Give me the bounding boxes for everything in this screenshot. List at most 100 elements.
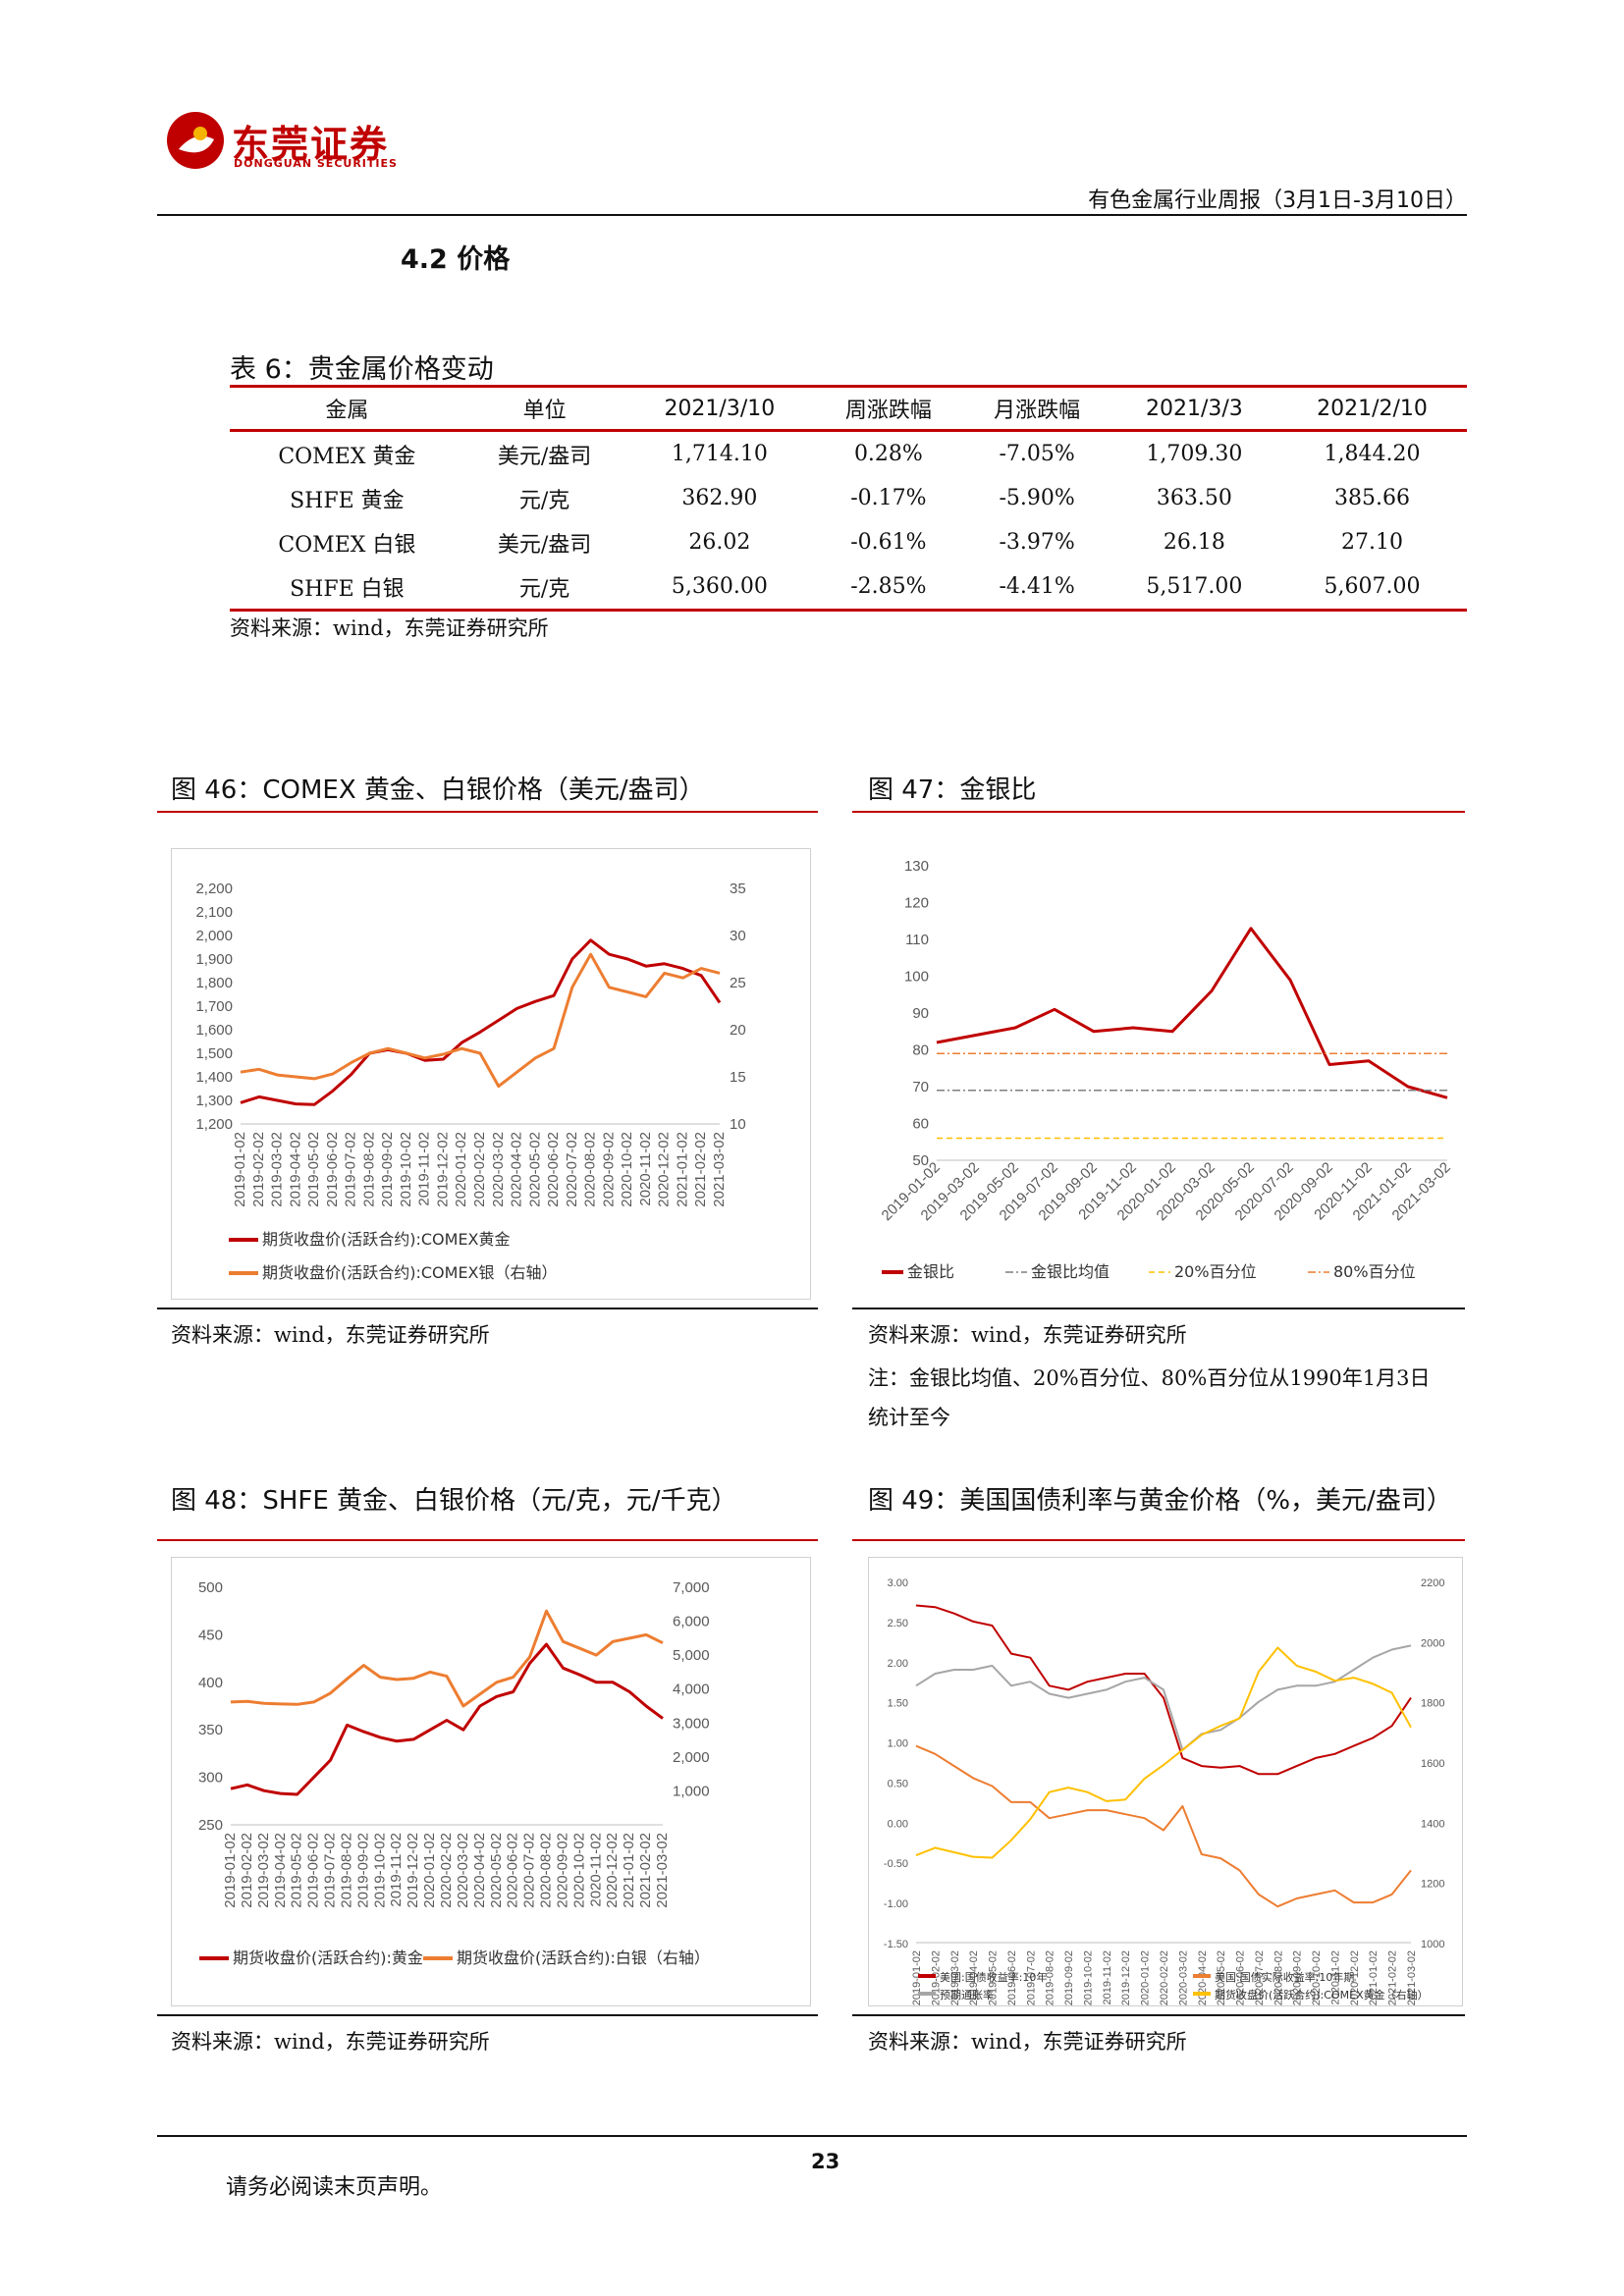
x-tick-label: 2019-08-02 <box>360 1132 377 1207</box>
x-tick-label: 2021-03-02 <box>1406 1950 1418 2005</box>
y-tick-label: -1.50 <box>884 1939 908 1950</box>
x-tick-label: 2021-01-02 <box>1368 1950 1380 2005</box>
legend-label: 美国:国债实际收益率:10年期 <box>1215 1970 1354 1984</box>
figure-caption: 图 49：美国国债利率与黄金价格（%，美元/盎司） <box>868 1486 1452 1516</box>
table-cell: 27.10 <box>1341 530 1404 555</box>
x-tick-label: 2020-02-02 <box>471 1132 488 1207</box>
y-right-tick-label: 1200 <box>1421 1879 1444 1891</box>
y-tick-label: 70 <box>912 1079 929 1095</box>
y-tick-label: 400 <box>198 1675 223 1691</box>
x-tick-label: 2020-09-02 <box>1292 1950 1304 2005</box>
legend-label: 期货收盘价(活跃合约):白银（右轴） <box>457 1949 710 1967</box>
table-header-cell: 2021/3/3 <box>1110 385 1278 432</box>
x-tick-label: 2021-01-02 <box>621 1833 637 1908</box>
figure-caption: 图 47：金银比 <box>868 775 1037 805</box>
y-tick-label: 2,100 <box>195 904 233 921</box>
table-cell: 26.18 <box>1163 530 1225 555</box>
table-header-cell: 2021/2/10 <box>1277 385 1467 432</box>
table-header-cell: 月涨跌幅 <box>962 385 1111 432</box>
x-tick-label: 2020-09-02 <box>554 1833 570 1908</box>
page-number: 23 <box>811 2150 840 2173</box>
chart-fig48-svg: 500 450 400 350 300 250 7,000 6,000 5,000 4,000 3,… <box>198 1579 710 1967</box>
figure-note: 注：金银比均值、20%百分位、80%百分位从1990年1月3日 <box>868 1366 1431 1390</box>
table-cell: 元/克 <box>518 488 570 513</box>
y-tick-label: 0.50 <box>888 1778 908 1789</box>
table-cell: -0.17% <box>850 486 927 510</box>
x-tick-label: 2020-05-02 <box>1216 1950 1227 2005</box>
table-header-cell: 单位 <box>463 385 625 432</box>
y-tick-label: 100 <box>904 969 929 986</box>
x-tick-label: 2019-01-02 <box>232 1132 248 1207</box>
table-cell: -0.61% <box>850 530 927 555</box>
x-tick-label: 2020-08-02 <box>582 1132 599 1207</box>
series-line <box>230 1642 664 1796</box>
y-tick-label: 1,200 <box>195 1116 233 1133</box>
x-tick-label: 2020-10-02 <box>1311 1950 1323 2005</box>
legend-label: 80%百分位 <box>1333 1262 1416 1281</box>
logo-subtext: DONGGUAN SECURITIES <box>234 157 398 170</box>
logo-mark-icon <box>165 110 226 171</box>
table-cell: 元/克 <box>463 564 625 612</box>
x-tick-label: 2020-05-02 <box>526 1132 543 1207</box>
table-row: COMEX 黄金 美元/盎司 1,714.10 0.28% -7.05% 1,7… <box>230 431 1467 477</box>
y-tick-label: 0.00 <box>888 1818 908 1830</box>
x-tick-label: 2020-01-02 <box>1140 1950 1152 2005</box>
series-line <box>240 938 722 1106</box>
series-line <box>240 952 721 1089</box>
chart-fig46: 2,200 2,100 2,000 1,900 1,800 1,700 1,600 1,500… <box>171 848 811 1300</box>
legend-label: 金银比 <box>907 1262 954 1281</box>
y-tick-label: 1,700 <box>195 998 233 1015</box>
y-right-tick-label: 3,000 <box>673 1715 710 1732</box>
y-right-tick-label: 15 <box>730 1069 746 1086</box>
figure-top-rule <box>852 1539 1465 1541</box>
x-tick-label: 2019-08-02 <box>338 1833 354 1908</box>
y-tick-label: 1,600 <box>195 1022 233 1039</box>
table-header-row: 金属 单位 2021/3/10 周涨跌幅 月涨跌幅 2021/3/3 2021/… <box>230 385 1467 432</box>
table-row: SHFE 黄金 元/克 362.90 -0.17% -5.90% 363.50 … <box>230 476 1467 520</box>
x-tick-label: 2020-04-02 <box>509 1132 525 1207</box>
x-tick-label: 2021-03-02 <box>711 1132 728 1207</box>
footer-disclaimer: 请务必阅读末页声明。 <box>226 2175 443 2200</box>
table-header-cell: 2021/3/10 <box>624 385 815 432</box>
series-line <box>230 1609 664 1708</box>
x-tick-label: 2020-02-02 <box>1159 1950 1170 2005</box>
figure-top-rule <box>157 811 818 813</box>
table-cell: -5.90% <box>999 486 1075 510</box>
x-tick-label: 2019-11-02 <box>1102 1950 1113 2004</box>
figure-bottom-rule <box>852 1308 1465 1309</box>
x-tick-label: 2020-07-02 <box>521 1833 538 1908</box>
legend-label: 预期通胀率 <box>940 1988 994 2002</box>
figure-source: 资料来源：wind，东莞证券研究所 <box>868 1323 1187 1347</box>
y-right-tick-label: 1600 <box>1421 1758 1444 1770</box>
x-tick-label: 2019-10-02 <box>398 1132 414 1207</box>
chart-fig46-svg: 2,200 2,100 2,000 1,900 1,800 1,700 1,600 1,500… <box>195 881 746 1282</box>
chart-fig47-svg: 13012011010090807060502019-01-022019-03-… <box>879 858 1454 1281</box>
series-line <box>936 927 1448 1099</box>
y-right-tick-label: 25 <box>730 975 746 991</box>
table-row: SHFE 白银 元/克 5,360.00 -2.85% -4.41% 5,517… <box>230 564 1467 612</box>
x-tick-label: 2019-07-02 <box>1025 1950 1037 2005</box>
y-tick-label: 1.50 <box>888 1698 908 1710</box>
y-tick-label: 1.00 <box>888 1738 908 1750</box>
figure-caption: 图 48：SHFE 黄金、白银价格（元/克，元/千克） <box>171 1486 737 1516</box>
y-right-tick-label: 30 <box>730 928 746 944</box>
y-right-tick-label: 2,000 <box>673 1749 710 1766</box>
table-source: 资料来源：wind，东莞证券研究所 <box>230 616 549 640</box>
table-cell: -3.97% <box>999 530 1075 555</box>
legend-label: 20%百分位 <box>1174 1262 1257 1281</box>
y-tick-label: 2.00 <box>888 1658 908 1670</box>
table-cell: 362.90 <box>681 486 758 510</box>
x-tick-label: 2019-05-02 <box>305 1132 322 1207</box>
legend-label: 期货收盘价(活跃合约):COMEX黄金 <box>262 1230 511 1249</box>
section-title: 4.2 价格 <box>401 244 511 275</box>
x-tick-label: 2019-03-02 <box>949 1950 961 2005</box>
y-tick-label: -0.50 <box>884 1858 908 1870</box>
table-cell: 美元/盎司 <box>497 444 592 469</box>
table-cell: COMEX 白银 <box>278 532 416 558</box>
footer-divider <box>157 2135 1467 2137</box>
legend-label: 期货收盘价(活跃合约):黄金 <box>233 1949 423 1967</box>
figure-bottom-rule <box>157 2014 818 2016</box>
x-tick-label: 2020-03-02 <box>455 1833 471 1908</box>
y-right-tick-label: 1000 <box>1421 1939 1444 1950</box>
x-tick-label: 2019-07-02 <box>322 1833 339 1908</box>
